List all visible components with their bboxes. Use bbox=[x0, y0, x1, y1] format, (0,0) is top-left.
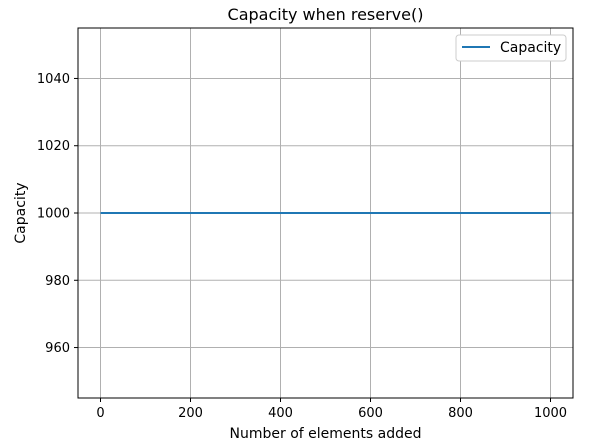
chart-title: Capacity when reserve() bbox=[228, 5, 424, 24]
x-axis-label: Number of elements added bbox=[230, 426, 422, 442]
x-tick-label-800: 800 bbox=[448, 406, 473, 421]
x-tick-label-1000: 1000 bbox=[534, 406, 567, 421]
y-tick-label-1000: 1000 bbox=[37, 207, 70, 222]
y-axis-label: Capacity bbox=[13, 182, 29, 243]
x-tick-label-400: 400 bbox=[268, 406, 293, 421]
x-tick-label-0: 0 bbox=[96, 406, 104, 421]
x-axis: 0 200 400 600 800 1000 bbox=[96, 398, 567, 421]
legend-box bbox=[455, 34, 567, 62]
y-tick-label-980: 980 bbox=[45, 274, 70, 289]
y-tick-label-1020: 1020 bbox=[37, 139, 70, 154]
legend[interactable]: Capacity bbox=[455, 34, 567, 62]
y-axis: 960 980 1000 1020 1040 bbox=[37, 72, 78, 356]
legend-label-capacity: Capacity bbox=[500, 40, 561, 56]
y-tick-label-960: 960 bbox=[45, 341, 70, 356]
x-tick-label-200: 200 bbox=[178, 406, 203, 421]
y-tick-label-1040: 1040 bbox=[37, 72, 70, 87]
x-tick-label-600: 600 bbox=[358, 406, 383, 421]
